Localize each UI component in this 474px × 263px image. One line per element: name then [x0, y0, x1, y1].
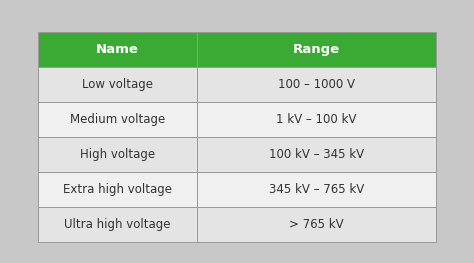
Bar — [197, 137, 436, 172]
Bar — [38, 32, 197, 67]
Bar — [38, 172, 197, 207]
Text: Ultra high voltage: Ultra high voltage — [64, 218, 171, 231]
Bar — [38, 207, 197, 242]
Text: 345 kV – 765 kV: 345 kV – 765 kV — [269, 183, 364, 196]
Bar — [197, 172, 436, 207]
Text: Range: Range — [293, 43, 340, 55]
Text: Medium voltage: Medium voltage — [70, 113, 165, 126]
Bar — [197, 207, 436, 242]
Text: Name: Name — [96, 43, 139, 55]
Text: 1 kV – 100 kV: 1 kV – 100 kV — [276, 113, 357, 126]
Bar — [38, 67, 197, 102]
Text: Extra high voltage: Extra high voltage — [63, 183, 172, 196]
Bar — [197, 32, 436, 67]
Text: High voltage: High voltage — [80, 148, 155, 161]
Text: 100 kV – 345 kV: 100 kV – 345 kV — [269, 148, 364, 161]
Text: > 765 kV: > 765 kV — [289, 218, 344, 231]
Bar — [38, 102, 197, 137]
Bar — [197, 102, 436, 137]
Bar — [38, 137, 197, 172]
Text: 100 – 1000 V: 100 – 1000 V — [278, 78, 355, 91]
Text: Low voltage: Low voltage — [82, 78, 153, 91]
Bar — [197, 67, 436, 102]
